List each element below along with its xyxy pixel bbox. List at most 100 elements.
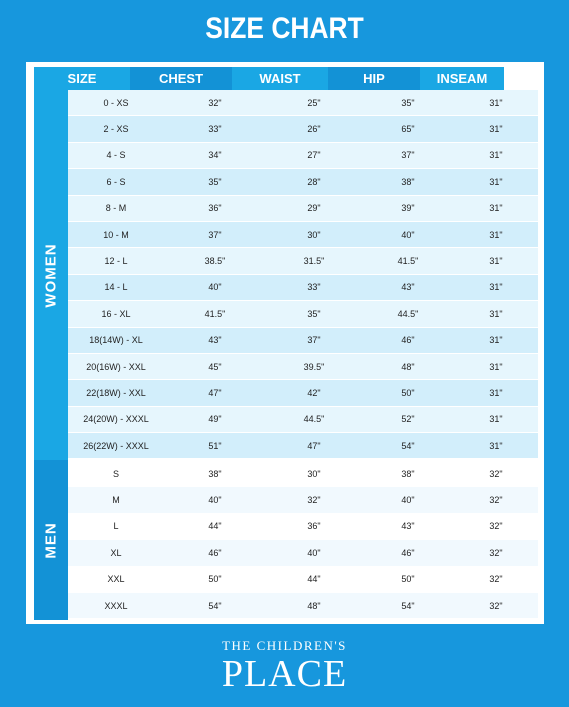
cell-size: 20(16W) - XXL [86, 361, 146, 372]
cell-size: 10 - M [103, 229, 129, 240]
cell-chest: 32" [208, 97, 222, 108]
cell-inseam: 32" [489, 547, 503, 558]
table-row: 4 - S 34" 27" 37" 31" [68, 142, 538, 170]
table-row: 6 - S 35" 28" 38" 31" [68, 169, 538, 196]
cell-waist: 30" [307, 229, 321, 240]
cell-chest: 47" [208, 387, 222, 398]
table-header: SIZE CHEST WAIST HIP INSEAM [34, 67, 538, 90]
cell-size: 24(20W) - XXXL [83, 414, 149, 425]
cell-hip: 40" [401, 229, 415, 240]
cell-inseam: 31" [489, 308, 503, 319]
cell-inseam: 31" [489, 97, 503, 108]
cell-size: 14 - L [104, 282, 128, 293]
header-size: SIZE [34, 67, 130, 90]
cell-inseam: 32" [489, 521, 503, 532]
cell-chest: 43" [208, 335, 222, 346]
cell-hip: 44.5" [397, 308, 419, 319]
cell-size: 22(18W) - XXL [86, 387, 146, 398]
cell-size: L [113, 521, 119, 532]
header-chest: CHEST [130, 67, 232, 90]
table-row: 0 - XS 32" 25" 35" 31" [68, 90, 538, 117]
cell-size: M [112, 495, 120, 506]
cell-hip: 46" [401, 547, 415, 558]
cell-size: 8 - M [105, 203, 127, 214]
cell-inseam: 31" [489, 176, 503, 187]
table-row: 2 - XS 33" 26" 65" 31" [68, 116, 538, 143]
cell-chest: 45" [208, 361, 222, 372]
cell-inseam: 31" [489, 150, 503, 161]
table-row: M 40" 32" 40" 32" [68, 487, 538, 514]
cell-hip: 65" [401, 124, 415, 135]
cell-inseam: 31" [489, 414, 503, 425]
cell-waist: 33" [307, 282, 321, 293]
cell-inseam: 31" [489, 124, 503, 135]
cell-hip: 38" [401, 468, 415, 479]
cell-inseam: 31" [489, 229, 503, 240]
cell-waist: 36" [307, 521, 321, 532]
logo-top-line: THE CHILDREN'S [222, 638, 347, 653]
cell-hip: 54" [401, 440, 415, 451]
cell-chest: 36" [208, 203, 222, 214]
table-row: XXL 50" 44" 50" 32" [68, 566, 538, 593]
cell-hip: 35" [401, 97, 415, 108]
size-chart-table: SIZE CHEST WAIST HIP INSEAM WOMEN 0 - XS… [26, 62, 544, 624]
cell-hip: 39" [401, 203, 415, 214]
cell-size: XL [110, 547, 122, 558]
cell-size: 6 - S [106, 176, 126, 187]
men-label-text: MEN [42, 521, 60, 559]
cell-waist: 31.5" [303, 256, 325, 267]
cell-inseam: 31" [489, 387, 503, 398]
table-row: 22(18W) - XXL 47" 42" 50" 31" [68, 380, 538, 407]
cell-waist: 35" [307, 308, 321, 319]
cell-hip: 50" [401, 574, 415, 585]
table-row: XL 46" 40" 46" 32" [68, 540, 538, 567]
header-inseam: INSEAM [420, 67, 504, 90]
header-waist: WAIST [232, 67, 328, 90]
cell-inseam: 32" [489, 600, 503, 611]
cell-size: 0 - XS [103, 97, 129, 108]
table-row: 12 - L 38.5" 31.5" 41.5" 31" [68, 248, 538, 275]
cell-chest: 38" [208, 468, 222, 479]
women-group-label: WOMEN [34, 90, 68, 460]
cell-chest: 54" [208, 600, 222, 611]
cell-inseam: 31" [489, 256, 503, 267]
cell-hip: 40" [401, 495, 415, 506]
cell-inseam: 31" [489, 335, 503, 346]
cell-inseam: 31" [489, 203, 503, 214]
cell-hip: 37" [401, 150, 415, 161]
cell-chest: 33" [208, 124, 222, 135]
cell-waist: 32" [307, 495, 321, 506]
cell-inseam: 31" [489, 282, 503, 293]
cell-inseam: 31" [489, 440, 503, 451]
cell-size: 4 - S [106, 150, 126, 161]
cell-inseam: 32" [489, 468, 503, 479]
cell-chest: 49" [208, 414, 222, 425]
cell-hip: 48" [401, 361, 415, 372]
cell-size: 2 - XS [103, 124, 129, 135]
table-row: 24(20W) - XXXL 49" 44.5" 52" 31" [68, 406, 538, 434]
cell-inseam: 31" [489, 361, 503, 372]
cell-inseam: 32" [489, 574, 503, 585]
header-hip: HIP [328, 67, 420, 90]
cell-chest: 35" [208, 176, 222, 187]
women-label-text: WOMEN [42, 242, 60, 308]
table-row: XXXL 54" 48" 54" 32" [68, 592, 538, 620]
cell-size: XXXL [104, 600, 128, 611]
women-sidebar [34, 90, 68, 460]
cell-waist: 37" [307, 335, 321, 346]
table-row: 26(22W) - XXXL 51" 47" 54" 31" [68, 433, 538, 460]
cell-chest: 37" [208, 229, 222, 240]
men-sidebar [34, 460, 68, 620]
table-row: 18(14W) - XL 43" 37" 46" 31" [68, 327, 538, 354]
cell-hip: 38" [401, 176, 415, 187]
table-row: L 44" 36" 43" 32" [68, 513, 538, 541]
cell-waist: 25" [307, 97, 321, 108]
cell-hip: 43" [401, 521, 415, 532]
table-row: 10 - M 37" 30" 40" 31" [68, 221, 538, 249]
cell-waist: 40" [307, 547, 321, 558]
table-row: S 38" 30" 38" 32" [68, 461, 538, 488]
cell-hip: 43" [401, 282, 415, 293]
cell-waist: 27" [307, 150, 321, 161]
cell-hip: 52" [401, 414, 415, 425]
cell-size: 12 - L [104, 256, 128, 267]
